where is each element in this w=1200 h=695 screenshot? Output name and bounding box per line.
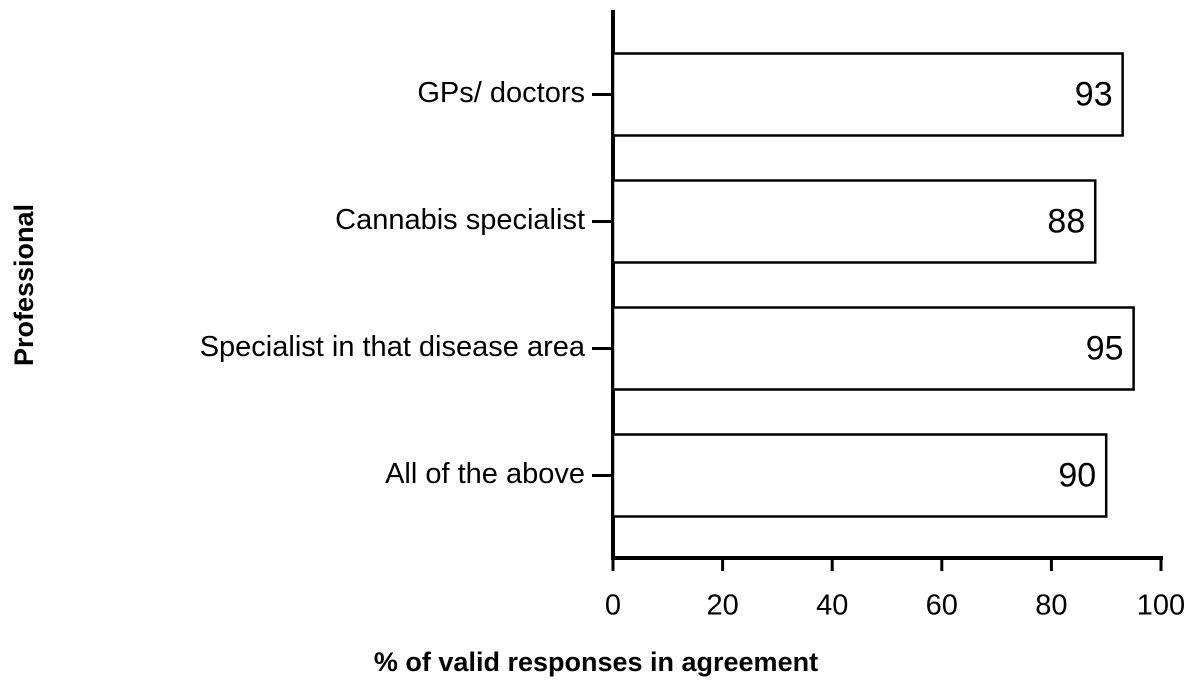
x-tick-label: 100 xyxy=(1137,590,1185,622)
data-label: 90 xyxy=(1058,456,1096,494)
x-axis-title: % of valid responses in agreement xyxy=(374,647,818,677)
y-tick-label: All of the above xyxy=(385,458,585,490)
x-tick-label: 80 xyxy=(1035,590,1067,622)
data-label: 95 xyxy=(1086,329,1124,367)
x-tick-label: 20 xyxy=(706,590,738,622)
data-label: 93 xyxy=(1075,75,1113,113)
data-label: 88 xyxy=(1047,202,1085,240)
x-tick-label: 0 xyxy=(605,590,621,622)
bar xyxy=(611,306,1135,391)
y-tick-label: GPs/ doctors xyxy=(417,77,585,109)
y-tick-label: Specialist in that disease area xyxy=(200,331,586,363)
y-axis-title: Professional xyxy=(9,204,39,366)
bar xyxy=(611,52,1124,137)
x-tick-label: 60 xyxy=(926,590,958,622)
x-tick-label: 40 xyxy=(816,590,848,622)
y-tick-label: Cannabis specialist xyxy=(335,204,585,236)
bar xyxy=(611,433,1108,518)
bar xyxy=(611,179,1097,264)
